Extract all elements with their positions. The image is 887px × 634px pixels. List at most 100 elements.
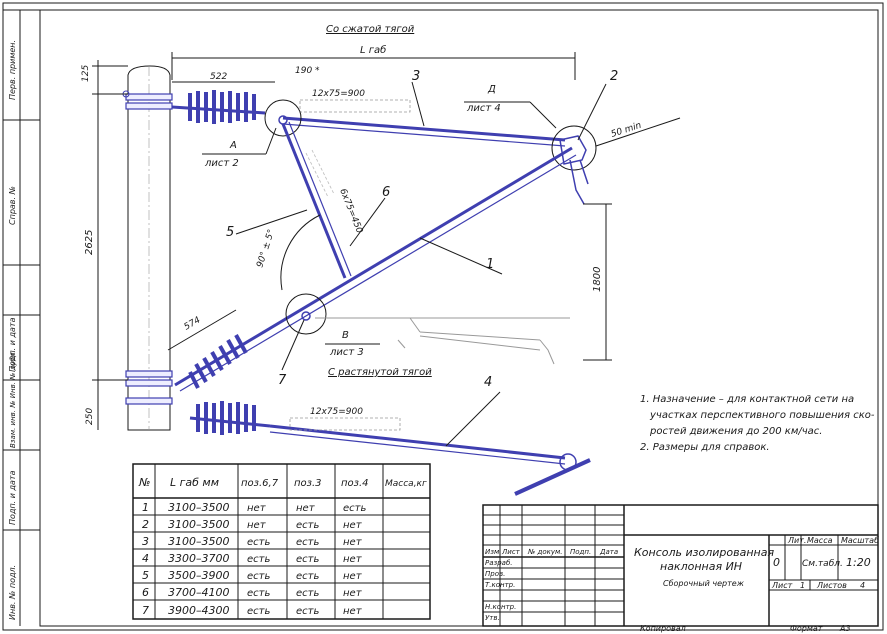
tb-row-tkontr: Т.контр. bbox=[485, 581, 515, 589]
callout-4-label: 4 bbox=[484, 375, 492, 390]
end-fitting bbox=[559, 135, 589, 205]
tb-scale-value: 1:20 bbox=[846, 556, 871, 569]
table-row: 4 3300–3700 есть есть нет bbox=[142, 552, 363, 565]
angle-arc: 90° ± 5° bbox=[255, 214, 321, 291]
insulator-bottom bbox=[189, 401, 271, 435]
table-cell: 4 bbox=[142, 552, 149, 565]
tb-name-line1: Консоль изолированная bbox=[634, 546, 774, 559]
format-label: Формат bbox=[790, 624, 823, 633]
table-cell: 1 bbox=[142, 501, 149, 514]
table-cell: 3500–3900 bbox=[168, 569, 230, 582]
table-cell: нет bbox=[343, 520, 363, 531]
dim-125: 125 bbox=[81, 60, 128, 100]
table-cell: есть bbox=[296, 520, 319, 531]
margin-sprav: Справ. № bbox=[8, 186, 17, 225]
top-rod: 12х75=900 bbox=[282, 89, 566, 147]
th-poz4: поз.4 bbox=[341, 478, 369, 489]
dim-574: 574 bbox=[167, 309, 237, 351]
callout-6: 6 bbox=[349, 185, 390, 247]
table-cell: 3700–4100 bbox=[168, 586, 230, 599]
table-cell: 5 bbox=[142, 569, 149, 582]
tb-row-utv: Утв. bbox=[485, 614, 500, 622]
table-cell: нет bbox=[296, 503, 316, 514]
table-cell: 3 bbox=[142, 535, 149, 548]
callout-4: 4 bbox=[445, 375, 501, 447]
table-cell: есть bbox=[247, 537, 270, 548]
table-cell: 7 bbox=[142, 604, 149, 617]
detail-circle-a bbox=[264, 99, 302, 137]
th-lgab: L габ мм bbox=[170, 476, 219, 489]
callout-7-label: 7 bbox=[278, 373, 287, 388]
insulator-top bbox=[171, 90, 266, 124]
dim-ins-mid: 6х75=450 bbox=[337, 187, 364, 235]
margin-inv-podl: Инв. № подл. bbox=[8, 565, 17, 620]
callout-1-label: 1 bbox=[486, 257, 494, 272]
dim-190-label: 190 * bbox=[295, 66, 320, 76]
table-cell: есть bbox=[343, 503, 366, 514]
callout-2-label: 2 bbox=[610, 69, 618, 84]
title-tension: С растянутой тягой bbox=[328, 367, 432, 378]
tb-row-nkontr: Н.контр. bbox=[485, 603, 516, 611]
callout-5-label: 5 bbox=[226, 225, 234, 240]
tb-subtitle: Сборочный чертеж bbox=[663, 579, 745, 588]
callout-6-label: 6 bbox=[382, 185, 390, 200]
tb-lit-value: 0 bbox=[773, 556, 780, 569]
format-value: А3 bbox=[839, 624, 851, 633]
table-cell: есть bbox=[296, 571, 319, 582]
margin-perv: Перв. примен. bbox=[8, 40, 17, 100]
view-b-sheet: лист 3 bbox=[329, 347, 364, 358]
table-cell: есть bbox=[247, 571, 270, 582]
table-cell: 6 bbox=[142, 586, 149, 599]
note-line-4: 2. Размеры для справок. bbox=[640, 442, 770, 453]
strut: 6х75=450 bbox=[281, 121, 364, 279]
dim-2625: 2625 bbox=[84, 100, 128, 381]
view-d: Д bbox=[487, 84, 496, 95]
table-cell: есть bbox=[296, 588, 319, 599]
angle-label: 90° ± 5° bbox=[255, 228, 277, 269]
table-row: 5 3500–3900 есть есть нет bbox=[142, 569, 363, 582]
table-cell: нет bbox=[343, 554, 363, 565]
mast-clamp-top bbox=[122, 90, 173, 110]
table-cell: нет bbox=[343, 537, 363, 548]
note-line-1: 1. Назначение – для контактной сети на bbox=[640, 394, 854, 405]
table-cell: 2 bbox=[142, 518, 149, 531]
dim-522: 522 bbox=[172, 72, 275, 83]
table-cell: есть bbox=[247, 554, 270, 565]
note-line-3: ростей движения до 200 км/час. bbox=[649, 426, 822, 437]
table-row: 3 3100–3500 есть есть нет bbox=[142, 535, 363, 548]
th-mass: Масса,кг bbox=[385, 479, 427, 489]
table-cell: нет bbox=[343, 571, 363, 582]
margin-podp2: Подп. и дата bbox=[8, 470, 17, 525]
dim-l-gab-label: L габ bbox=[360, 44, 386, 56]
table-row: 2 3100–3500 нет есть нет bbox=[142, 518, 363, 531]
callout-2: 2 bbox=[577, 69, 618, 141]
table-cell: 3900–4300 bbox=[168, 604, 230, 617]
table-row: 6 3700–4100 есть есть нет bbox=[142, 586, 363, 599]
dim-2625-label: 2625 bbox=[84, 230, 95, 255]
table-cell: есть bbox=[296, 606, 319, 617]
title-block: Изм. Лист № докум. Подп. Дата Разраб. Пр… bbox=[482, 504, 879, 627]
dim-522-label: 522 bbox=[210, 72, 227, 82]
bottom-rod: 12х75=900 bbox=[269, 407, 591, 496]
title-compressed: Со сжатой тягой bbox=[326, 24, 415, 35]
view-a: А bbox=[229, 140, 237, 151]
dim-250: 250 bbox=[85, 380, 99, 430]
view-b: В bbox=[342, 330, 349, 341]
table-cell: 3100–3500 bbox=[168, 501, 230, 514]
table-row: 7 3900–4300 есть есть нет bbox=[142, 604, 363, 617]
tb-name-line2: наклонная ИН bbox=[660, 560, 742, 573]
table-cell: нет bbox=[247, 503, 267, 514]
tension-arm bbox=[315, 317, 570, 365]
view-a-sheet: лист 2 bbox=[204, 158, 239, 169]
tb-head-date: Дата bbox=[599, 548, 618, 556]
table-cell: 3100–3500 bbox=[168, 535, 230, 548]
table-cell: нет bbox=[343, 606, 363, 617]
table-cell: нет bbox=[247, 520, 267, 531]
table-row: 1 3100–3500 нет нет есть bbox=[142, 501, 366, 514]
tb-head-izm: Изм. bbox=[485, 548, 501, 556]
notes: 1. Назначение – для контактной сети на у… bbox=[640, 394, 875, 453]
mast-clamp-bottom bbox=[125, 370, 173, 405]
spec-table: № L габ мм поз.6,7 поз.3 поз.4 Масса,кг … bbox=[132, 463, 431, 620]
note-line-2: участках перспективного повышения ско- bbox=[649, 410, 875, 421]
